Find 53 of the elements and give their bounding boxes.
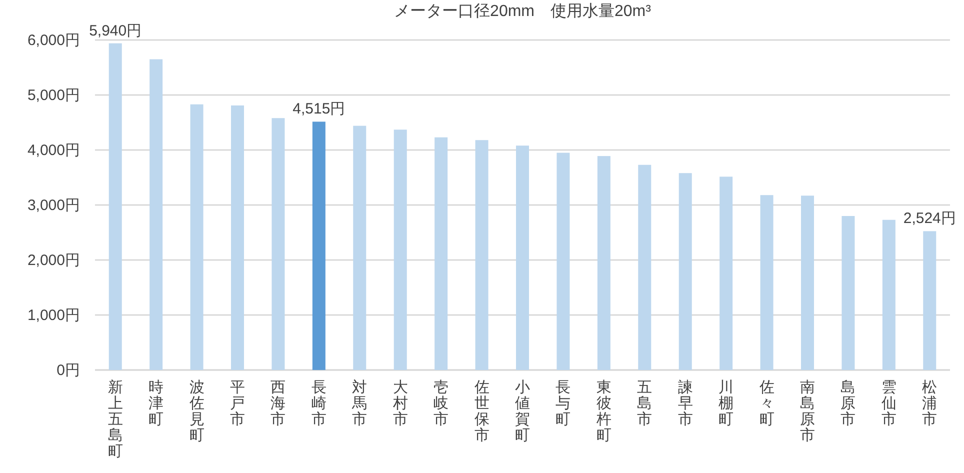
x-tick-label: 雲仙市 xyxy=(881,379,896,428)
x-tick-label: 東彼杵町 xyxy=(595,379,612,444)
bar xyxy=(678,173,692,370)
bar xyxy=(801,196,814,370)
y-tick-label: 4,000円 xyxy=(27,142,80,159)
bar xyxy=(760,195,774,370)
x-tick-label: 佐々町 xyxy=(759,379,774,428)
x-tick-label: 長与町 xyxy=(556,379,571,428)
y-tick-label: 1,000円 xyxy=(27,307,80,324)
x-tick-label: 西海市 xyxy=(270,379,286,428)
y-tick-label: 0円 xyxy=(56,362,80,379)
bar xyxy=(394,130,407,370)
y-tick-label: 2,000円 xyxy=(27,252,80,269)
x-tick-label: 大村市 xyxy=(392,379,408,428)
bar xyxy=(597,156,610,370)
x-tick-label: 島原市 xyxy=(840,379,856,428)
y-tick-label: 3,000円 xyxy=(27,197,80,214)
bar xyxy=(231,105,244,370)
bar xyxy=(556,152,570,370)
bar xyxy=(842,216,855,370)
bar xyxy=(353,126,366,370)
bar xyxy=(272,118,285,370)
y-tick-label: 5,000円 xyxy=(27,87,80,104)
bar xyxy=(434,137,448,370)
x-tick-label: 時津町 xyxy=(148,379,164,428)
x-tick-label: 五島市 xyxy=(637,379,652,428)
bar xyxy=(638,164,652,370)
x-tick-label: 平戸市 xyxy=(230,379,245,428)
bar xyxy=(720,176,733,370)
bar xyxy=(516,146,529,370)
bar xyxy=(190,104,204,370)
x-tick-label: 壱岐市 xyxy=(434,379,449,428)
x-tick-label: 小値賀町 xyxy=(515,379,530,444)
x-tick-label: 対馬市 xyxy=(351,379,368,428)
bar xyxy=(475,140,488,370)
bar xyxy=(923,231,936,370)
x-tick-label: 南島原市 xyxy=(800,379,815,444)
bar xyxy=(312,122,326,370)
data-label: 5,940円 xyxy=(89,22,142,40)
bar xyxy=(882,220,896,370)
chart-title: メーター口径20mm 使用水量20m³ xyxy=(394,2,652,20)
bar xyxy=(108,43,122,370)
x-tick-label: 佐世保市 xyxy=(474,379,490,444)
data-label: 2,524円 xyxy=(903,210,956,228)
x-tick-label: 諫早市 xyxy=(678,379,693,428)
x-tick-label: 松浦市 xyxy=(922,379,938,428)
x-tick-label: 新上五島町 xyxy=(108,379,123,460)
x-tick-label: 長崎市 xyxy=(311,379,326,428)
data-label: 4,515円 xyxy=(292,100,346,118)
bar xyxy=(150,59,163,370)
y-tick-label: 6,000円 xyxy=(27,32,80,49)
x-tick-label: 波佐見町 xyxy=(189,379,204,444)
x-tick-label: 川棚町 xyxy=(718,379,734,428)
